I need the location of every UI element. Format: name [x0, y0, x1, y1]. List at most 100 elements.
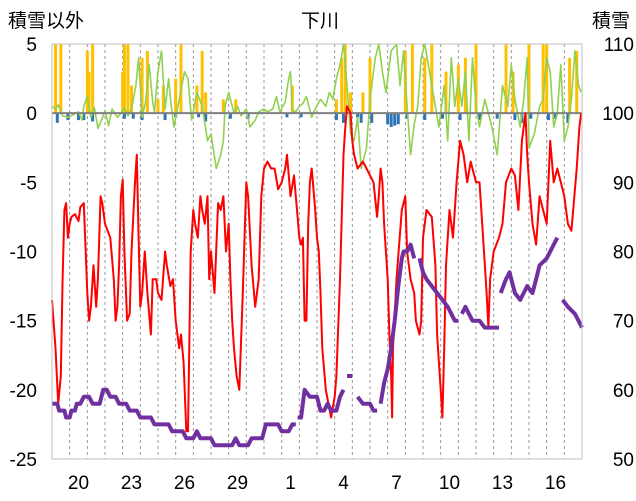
snowfall-bar — [299, 113, 303, 118]
snowfall-bar — [396, 113, 400, 125]
snowfall-bar — [386, 113, 390, 125]
y-tick-left: -20 — [10, 381, 37, 402]
precipitation-bar — [334, 99, 338, 114]
plot-frame — [51, 43, 583, 460]
snowfall-bar — [82, 113, 86, 121]
precipitation-bar — [174, 78, 178, 114]
x-tick-label: 16 — [545, 473, 566, 494]
precipitation-bar — [444, 71, 448, 114]
snowfall-bar — [566, 113, 570, 123]
precipitation-bar — [423, 57, 427, 114]
y-tick-right: 110 — [604, 35, 634, 56]
precipitation-bar — [430, 44, 434, 114]
precipitation-bar — [340, 57, 344, 114]
snow-depth-line — [378, 242, 417, 405]
precipitation-bar — [545, 44, 549, 114]
precipitation-bar — [474, 44, 478, 114]
y-tick-left: -15 — [10, 312, 37, 333]
snowfall-bar — [228, 113, 232, 119]
snow-depth-line — [417, 257, 459, 323]
x-tick-label: 23 — [121, 473, 142, 494]
y-tick-right: 70 — [613, 312, 634, 333]
snowfall-bar — [529, 113, 533, 119]
x-tick-label: 4 — [338, 473, 349, 494]
snowfall-bar — [334, 113, 338, 121]
precipitation-bar — [527, 44, 531, 114]
right-axis-title: 積雪 — [592, 10, 630, 32]
snowfall-bar — [197, 113, 201, 118]
snowfall-bar — [342, 113, 345, 123]
snowfall-bar — [440, 113, 444, 119]
snowfall-bar — [91, 113, 95, 122]
precipitation-bar — [121, 71, 125, 114]
snowfall-bar — [77, 113, 80, 121]
y-tick-left: 0 — [26, 104, 37, 125]
precipitation-bar — [361, 92, 365, 114]
precipitation-bar — [87, 71, 91, 114]
snow-depth-line — [52, 387, 296, 448]
precipitation-bar — [91, 44, 95, 114]
precipitation-bar — [200, 50, 204, 114]
precipitation-bar — [221, 99, 225, 114]
precipitation-bar — [161, 85, 165, 114]
y-tick-left: -25 — [10, 450, 37, 471]
x-tick-label: 20 — [68, 473, 89, 494]
sunshine-line — [51, 43, 582, 170]
temperature-line — [51, 105, 583, 433]
precipitation-bar — [130, 85, 133, 114]
snowfall-bar — [458, 113, 462, 121]
precipitation-bar — [456, 64, 460, 114]
snow-depth-line — [297, 387, 346, 420]
x-tick-label: 10 — [439, 473, 460, 494]
precipitation-bar — [156, 99, 160, 114]
chart-title: 下川 — [301, 11, 339, 32]
precipitation-bar — [195, 85, 199, 114]
snowfall-bar — [370, 113, 374, 123]
line-layer — [51, 43, 584, 448]
left-axis-title: 積雪以外 — [8, 10, 84, 32]
y-tick-right: 50 — [613, 450, 634, 471]
precipitation-bar — [204, 92, 208, 114]
snowfall-bar — [389, 113, 393, 127]
snowfall-bar — [495, 113, 499, 119]
precipitation-bar — [179, 44, 183, 114]
x-tick-label: 7 — [391, 473, 402, 494]
label-layer: 積雪以外 下川 積雪 — [8, 10, 630, 32]
precipitation-bar — [234, 99, 238, 114]
snowfall-bar — [478, 113, 482, 121]
y-tick-left: 5 — [26, 35, 37, 56]
precipitation-bar — [85, 50, 89, 114]
precipitation-bar — [511, 71, 515, 114]
precipitation-bar — [504, 44, 508, 114]
snowfall-bar — [513, 113, 517, 121]
y-tick-right: 80 — [613, 243, 634, 264]
precipitation-bar — [410, 44, 414, 114]
y-tick-right: 90 — [613, 173, 634, 194]
snowfall-bar — [546, 113, 550, 121]
y-tick-left: -10 — [10, 243, 37, 264]
snow-depth-line — [561, 298, 584, 329]
y-tick-right: 100 — [602, 104, 634, 125]
snowfall-bar — [131, 113, 135, 119]
precipitation-bar — [54, 44, 58, 114]
snowfall-bar — [356, 113, 360, 118]
precipitation-bar — [575, 50, 579, 114]
x-tick-label: 1 — [285, 473, 296, 494]
snowfall-bar — [204, 113, 208, 122]
precipitation-bar — [140, 57, 144, 114]
snowfall-bar — [285, 113, 289, 118]
precipitation-bar — [343, 44, 347, 114]
snow-depth-line — [498, 236, 560, 302]
precipitation-bar — [126, 44, 130, 114]
snowfall-bar — [163, 113, 167, 121]
x-tick-label: 29 — [227, 473, 248, 494]
snowfall-bar — [55, 113, 59, 123]
snow-depth-line — [460, 304, 499, 330]
precipitation-bar — [59, 44, 63, 114]
y-tick-right: 60 — [613, 381, 634, 402]
y-tick-left: -5 — [20, 173, 37, 194]
precipitation-bar — [568, 57, 572, 114]
